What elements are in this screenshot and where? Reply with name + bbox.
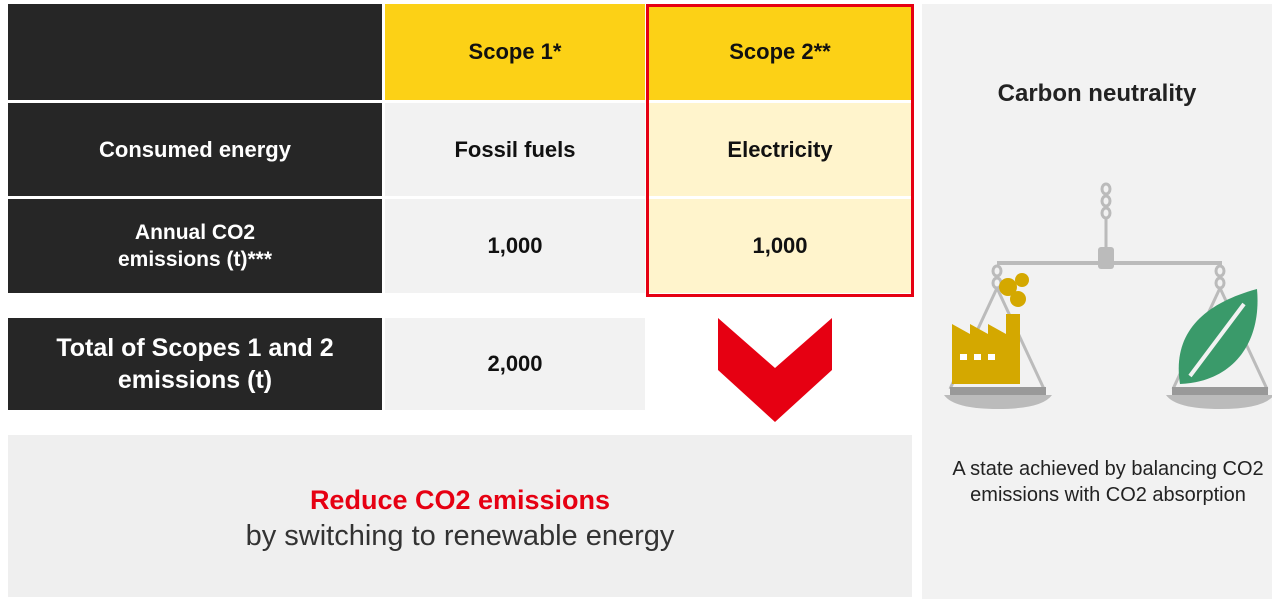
highlight-border <box>646 4 914 297</box>
side-panel: Carbon neutrality A state achieved by ba… <box>922 4 1272 599</box>
header-cell: Scope 2** <box>648 4 912 100</box>
total-value: 2,000 <box>385 318 645 410</box>
arrow <box>718 318 832 422</box>
cell: 1,000 <box>385 199 645 293</box>
header-cell: Scope 1* <box>385 4 645 100</box>
cell: Fossil fuels <box>385 103 645 196</box>
corner-cell <box>8 4 382 100</box>
total-label: Total of Scopes 1 and 2 emissions (t) <box>8 318 382 410</box>
chevron <box>718 318 832 422</box>
headline: Reduce CO2 emissions <box>309 485 611 515</box>
cell: Electricity <box>648 103 912 196</box>
balance-icon <box>944 182 1272 409</box>
cell: 1,000 <box>648 199 912 293</box>
message-box: Reduce CO2 emissions by switching to ren… <box>8 435 912 597</box>
row-label: Annual CO2 emissions (t)*** <box>8 199 382 293</box>
side-caption: A state achieved by balancing CO2 emissi… <box>952 458 1264 506</box>
row-label: Consumed energy <box>8 103 382 196</box>
side-title: Carbon neutrality <box>997 80 1197 107</box>
message-text: by switching to renewable energy <box>245 520 675 552</box>
